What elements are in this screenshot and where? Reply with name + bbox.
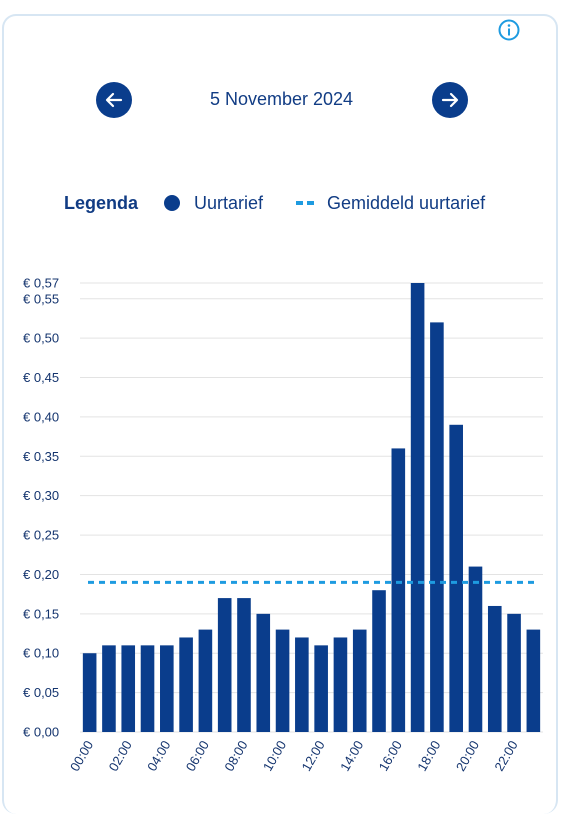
price-bar (391, 448, 406, 732)
price-bar (102, 645, 116, 732)
x-tick-label: 10:00 (260, 738, 289, 774)
price-bar (198, 629, 213, 732)
price-bar (295, 637, 309, 732)
selected-date: 5 November 2024 (209, 89, 354, 109)
x-tick-label: 16:00 (376, 738, 405, 774)
y-tick-label: € 0,25 (23, 528, 59, 543)
next-day-button[interactable] (432, 82, 468, 118)
x-tick-label: 04:00 (144, 738, 173, 774)
price-bar (256, 613, 271, 732)
y-tick-label: € 0,55 (23, 291, 59, 306)
price-bar (507, 613, 521, 732)
chart-legend: Legenda Uurtarief Gemiddeld uurtarief (0, 192, 563, 216)
x-tick-label: 08:00 (221, 738, 250, 774)
arrow-left-icon (105, 92, 123, 108)
y-tick-label: € 0,30 (23, 488, 59, 503)
price-bar (352, 629, 367, 732)
info-icon[interactable] (498, 19, 520, 41)
x-tick-label: 00:00 (67, 738, 96, 774)
price-bar (314, 645, 328, 732)
price-bar (487, 605, 502, 732)
hourly-price-chart: € 0,00 € 0,05 € 0,10 € 0,15 € 0,20 € 0,25 € 0,… (23, 276, 543, 774)
y-tick-label: € 0,50 (23, 331, 59, 346)
y-tick-label: € 0,05 (23, 685, 59, 700)
x-tick-label: 12:00 (298, 738, 327, 774)
y-tick-label: € 0,10 (23, 646, 59, 661)
arrow-right-icon (441, 92, 459, 108)
legend-average-label: Gemiddeld uurtarief (327, 193, 486, 213)
y-tick-label: € 0,40 (23, 409, 59, 424)
x-tick-label: 20:00 (453, 738, 482, 774)
price-bar (410, 283, 425, 732)
y-tick-label: € 0,35 (23, 449, 59, 464)
y-tick-label: € 0,00 (23, 725, 59, 740)
price-bar (121, 645, 136, 732)
x-tick-label: 14:00 (337, 738, 366, 774)
y-tick-label: € 0,45 (23, 370, 59, 385)
price-bar (468, 566, 483, 732)
x-tick-label: 22:00 (491, 738, 520, 774)
price-bar (526, 629, 541, 732)
y-tick-label: € 0,20 (23, 567, 59, 582)
legend-average-marker (296, 201, 314, 205)
previous-day-button[interactable] (96, 82, 132, 118)
legend-title: Legenda (64, 193, 139, 213)
price-bar (449, 424, 463, 732)
legend-bar-label: Uurtarief (194, 193, 264, 213)
price-bar (237, 598, 251, 732)
price-bar (179, 637, 193, 732)
legend-bar-marker (164, 195, 180, 211)
y-tick-label: € 0,15 (23, 606, 59, 621)
price-bar (430, 322, 444, 732)
price-bar (372, 590, 386, 732)
price-bar (217, 598, 232, 732)
price-bar (160, 645, 174, 732)
y-tick-label: € 0,57 (23, 276, 59, 291)
x-tick-label: 02:00 (106, 738, 135, 774)
price-bar (82, 653, 97, 732)
x-tick-label: 18:00 (414, 738, 443, 774)
x-tick-label: 06:00 (183, 738, 212, 774)
price-bar (275, 629, 290, 732)
price-bar (140, 645, 155, 732)
price-bar (333, 637, 348, 732)
